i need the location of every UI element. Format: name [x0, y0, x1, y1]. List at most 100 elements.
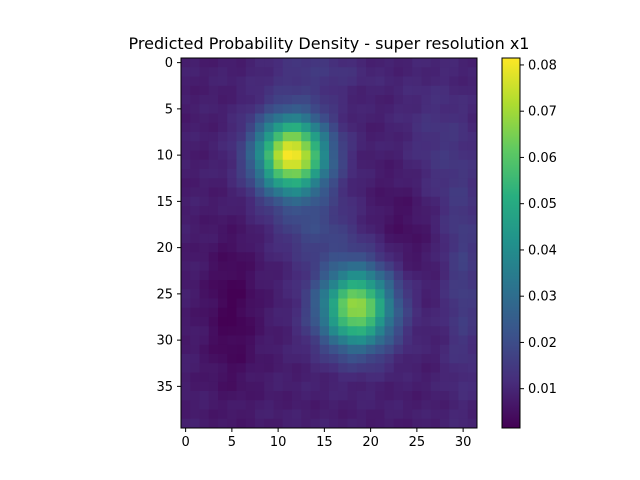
heatmap-cell — [403, 187, 413, 198]
heatmap-cell — [199, 187, 210, 198]
heatmap-cell — [292, 169, 302, 179]
heatmap-cell — [366, 169, 376, 179]
heatmap-cell — [310, 206, 321, 216]
heatmap-cell — [181, 391, 191, 401]
heatmap-cell — [292, 261, 302, 272]
heatmap-cell — [208, 261, 219, 272]
heatmap-cell — [181, 113, 191, 124]
heatmap-cell — [227, 67, 237, 77]
heatmap-cell — [366, 122, 376, 133]
heatmap-cell — [393, 95, 404, 105]
heatmap-cell — [190, 391, 200, 401]
heatmap-cell — [421, 409, 432, 420]
heatmap-cell — [273, 187, 284, 198]
heatmap-cell — [375, 169, 385, 179]
heatmap-cell — [319, 372, 330, 383]
heatmap-cell — [245, 67, 256, 77]
heatmap-cell — [319, 409, 330, 420]
heatmap-cell — [458, 252, 469, 262]
heatmap-cell — [467, 95, 478, 105]
heatmap-cell — [301, 224, 311, 235]
heatmap-cell — [412, 363, 422, 373]
heatmap-cell — [301, 261, 311, 272]
heatmap-cell — [236, 363, 247, 373]
heatmap-cell — [181, 289, 191, 299]
heatmap-cell — [245, 289, 256, 299]
heatmap-cell — [403, 159, 413, 170]
heatmap-cell — [329, 159, 339, 170]
heatmap-cell — [329, 215, 339, 225]
heatmap-cell — [181, 261, 191, 272]
heatmap-cell — [329, 122, 339, 133]
heatmap-cell — [421, 150, 432, 161]
heatmap-cell — [227, 400, 237, 410]
heatmap-cell — [301, 150, 311, 161]
heatmap-cell — [449, 261, 459, 272]
heatmap-cell — [458, 85, 469, 96]
heatmap-cell — [255, 187, 265, 198]
heatmap-cell — [282, 326, 293, 336]
heatmap-cell — [190, 196, 200, 207]
heatmap-cell — [366, 335, 376, 346]
heatmap-cell — [181, 178, 191, 188]
heatmap-cell — [384, 307, 395, 318]
heatmap-cell — [273, 206, 284, 216]
heatmap-cell — [227, 150, 237, 161]
heatmap-cell — [403, 85, 413, 96]
heatmap-cell — [338, 409, 348, 420]
heatmap-cell — [375, 187, 385, 198]
heatmap-cell — [412, 122, 422, 133]
heatmap-cell — [384, 354, 395, 364]
heatmap-cell — [319, 85, 330, 96]
heatmap-cell — [412, 270, 422, 281]
heatmap-cell — [199, 169, 210, 179]
heatmap-cell — [366, 76, 376, 87]
heatmap-cell — [319, 132, 330, 142]
heatmap-cell — [319, 58, 330, 68]
heatmap-cell — [319, 252, 330, 262]
heatmap-cell — [384, 141, 395, 151]
heatmap-cell — [356, 344, 367, 355]
heatmap-cell — [467, 372, 478, 383]
heatmap-cell — [458, 233, 469, 244]
heatmap-cell — [458, 280, 469, 290]
heatmap-cell — [430, 159, 441, 170]
heatmap-cell — [458, 243, 469, 253]
heatmap-cell — [467, 400, 478, 410]
heatmap-cell — [338, 85, 348, 96]
heatmap-cell — [255, 409, 265, 420]
heatmap-cell — [449, 326, 459, 336]
heatmap-cell — [292, 344, 302, 355]
heatmap-cell — [245, 95, 256, 105]
heatmap-cell — [430, 206, 441, 216]
heatmap-cell — [227, 215, 237, 225]
heatmap-cell — [310, 67, 321, 77]
heatmap-cell — [282, 76, 293, 87]
heatmap-cell — [208, 169, 219, 179]
heatmap-cell — [282, 261, 293, 272]
heatmap-cell — [366, 159, 376, 170]
heatmap-cell — [301, 289, 311, 299]
heatmap-cell — [366, 298, 376, 309]
heatmap-cell — [218, 261, 228, 272]
heatmap-cell — [245, 113, 256, 124]
heatmap-cell — [264, 187, 274, 198]
heatmap-cell — [347, 85, 358, 96]
heatmap-cell — [384, 289, 395, 299]
heatmap-cell — [384, 391, 395, 401]
heatmap-cell — [236, 243, 247, 253]
heatmap-cell — [255, 159, 265, 170]
heatmap-cell — [301, 159, 311, 170]
heatmap-cell — [356, 317, 367, 327]
heatmap-cell — [440, 206, 450, 216]
heatmap-cell — [366, 270, 376, 281]
heatmap-cell — [375, 317, 385, 327]
heatmap-cell — [181, 224, 191, 235]
heatmap-cell — [236, 95, 247, 105]
heatmap-cell — [227, 418, 237, 429]
heatmap-cell — [292, 76, 302, 87]
heatmap-cell — [218, 122, 228, 133]
heatmap-cell — [329, 372, 339, 383]
heatmap-cell — [264, 76, 274, 87]
heatmap-cell — [245, 178, 256, 188]
